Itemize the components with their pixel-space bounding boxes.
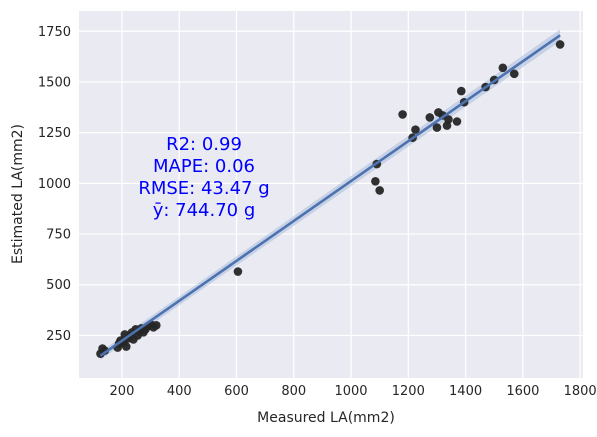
tick-labels: 200 400 600 800 1000 1200 1400 1600 1800 250 500 75… — [38, 25, 597, 399]
data-point — [152, 320, 161, 330]
x-tick-label: 1400 — [449, 384, 482, 399]
stat-rmse: RMSE: 43.47 g — [138, 178, 269, 199]
stat-r2: R2: 0.99 — [166, 134, 242, 155]
data-point — [411, 125, 420, 134]
y-tick-label: 1250 — [38, 126, 71, 141]
data-point — [375, 186, 384, 195]
x-tick-label: 1800 — [564, 384, 597, 399]
y-tick-label: 500 — [46, 278, 71, 293]
stat-mape: MAPE: 0.06 — [153, 156, 255, 177]
y-tick-label: 1000 — [38, 177, 71, 192]
x-tick-label: 1600 — [506, 384, 539, 399]
stat-ybar: ȳ: 744.70 g — [153, 200, 256, 221]
x-tick-label: 1200 — [392, 384, 425, 399]
data-point — [233, 267, 243, 276]
data-point — [509, 69, 519, 79]
stats-annotation: R2: 0.99 MAPE: 0.06 RMSE: 43.47 g ȳ: 744… — [138, 134, 269, 221]
data-point — [371, 177, 380, 186]
data-point — [425, 113, 435, 122]
data-point — [498, 63, 508, 73]
data-point — [555, 40, 565, 49]
x-axis-label: Measured LA(mm2) — [257, 410, 395, 426]
x-tick-label: 800 — [281, 384, 306, 399]
x-tick-label: 400 — [167, 384, 192, 399]
x-tick-label: 200 — [110, 384, 135, 399]
y-tick-label: 250 — [46, 329, 71, 344]
data-point — [398, 110, 407, 119]
regression-line-path — [99, 34, 561, 357]
regression-line — [99, 34, 561, 357]
y-axis-label: Estimated LA(mm2) — [10, 124, 26, 264]
data-point — [121, 342, 131, 351]
grid-lines — [79, 11, 583, 378]
data-point — [444, 115, 453, 124]
data-point — [452, 117, 462, 126]
data-point — [432, 123, 442, 132]
y-tick-label: 1750 — [38, 25, 71, 40]
y-tick-label: 1500 — [38, 75, 71, 90]
x-tick-label: 1000 — [334, 384, 367, 399]
y-tick-label: 750 — [46, 228, 71, 243]
data-point — [456, 86, 466, 96]
x-tick-label: 600 — [224, 384, 249, 399]
